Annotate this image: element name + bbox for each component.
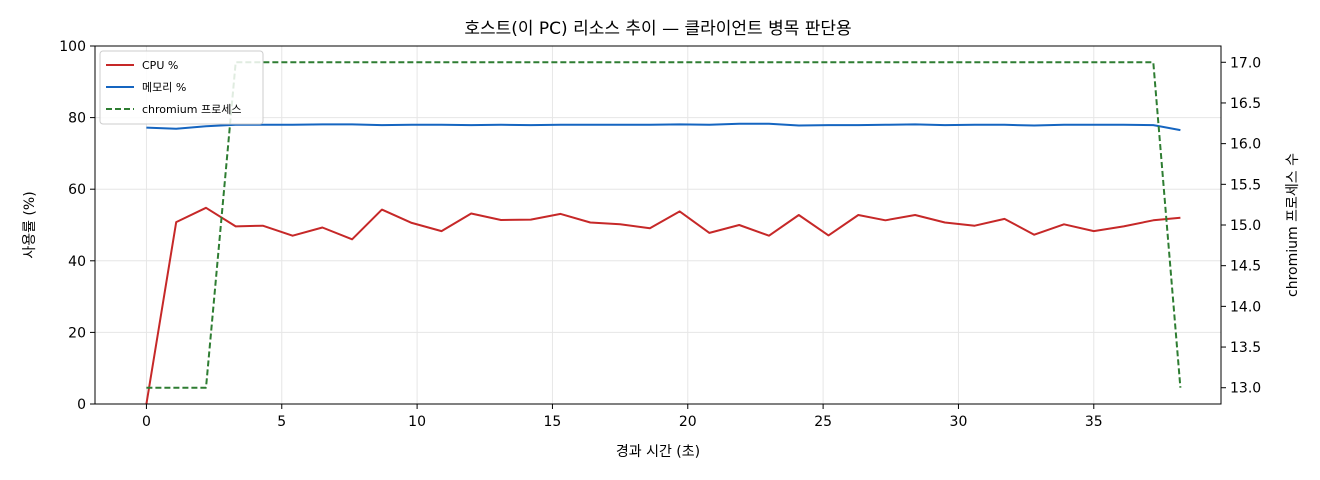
y-tick-label: 60 xyxy=(68,182,86,198)
series-line xyxy=(146,122,1181,132)
y-tick-label: 80 xyxy=(68,111,86,127)
x-tick-label: 5 xyxy=(277,414,286,430)
x-axis-label: 경과 시간 (초) xyxy=(616,444,700,460)
legend-label: 메모리 % xyxy=(142,81,186,94)
y2-tick-label: 16.5 xyxy=(1230,96,1261,112)
series-group xyxy=(145,61,1182,405)
y-axis-label: 사용률 (%) xyxy=(22,191,38,258)
series-line xyxy=(145,206,1181,405)
x-tick-label: 15 xyxy=(544,414,562,430)
axis-ticks: 0 5 10 15 20 25 30 35 0 20 40 60 80 100 13.0 13.5 14.0 14… xyxy=(59,39,1261,430)
y2-tick-label: 14.0 xyxy=(1230,299,1261,315)
plot-frame xyxy=(94,45,1222,405)
series-line xyxy=(146,61,1182,389)
chart-title: 호스트(이 PC) 리소스 추이 — 클라이언트 병목 판단용 xyxy=(464,19,851,39)
x-tick-label: 35 xyxy=(1085,414,1103,430)
y2-tick-label: 16.0 xyxy=(1230,137,1261,153)
y2-tick-label: 15.0 xyxy=(1230,218,1261,234)
y-tick-label: 0 xyxy=(77,397,86,413)
y-tick-label: 40 xyxy=(68,254,86,270)
x-tick-label: 0 xyxy=(142,414,151,430)
y2-tick-label: 15.5 xyxy=(1230,177,1261,193)
y2-tick-label: 13.0 xyxy=(1230,381,1261,397)
legend-label: chromium 프로세스 xyxy=(142,103,241,116)
y-tick-label: 100 xyxy=(59,39,86,55)
x-tick-label: 10 xyxy=(408,414,426,430)
y2-tick-label: 17.0 xyxy=(1230,55,1261,71)
x-tick-label: 25 xyxy=(814,414,832,430)
y-tick-label: 20 xyxy=(68,325,86,341)
x-tick-label: 20 xyxy=(679,414,697,430)
legend-box xyxy=(99,50,264,125)
legend: CPU % 메모리 % chromium 프로세스 xyxy=(99,50,264,125)
legend-label: CPU % xyxy=(142,59,178,72)
y2-tick-label: 14.5 xyxy=(1230,259,1261,275)
x-tick-label: 30 xyxy=(950,414,968,430)
grid-lines xyxy=(95,45,1221,405)
y2-axis-label: chromium 프로세스 수 xyxy=(1285,153,1301,297)
y2-tick-label: 13.5 xyxy=(1230,340,1261,356)
